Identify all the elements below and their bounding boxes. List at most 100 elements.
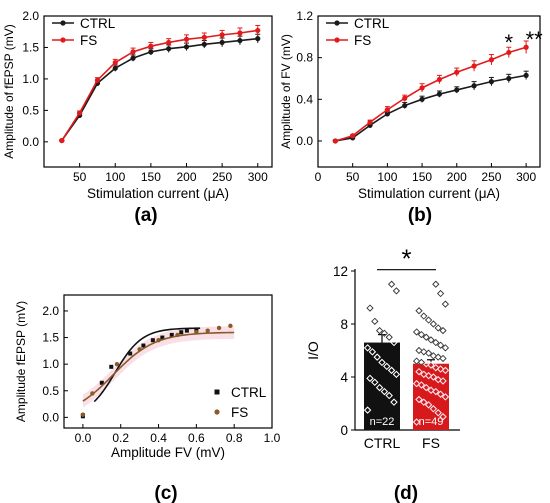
data-point-outline bbox=[368, 348, 377, 356]
data-point bbox=[99, 380, 104, 385]
x-tick-label: 300 bbox=[516, 170, 536, 184]
y-tick-label: 0.5 bbox=[22, 103, 39, 117]
data-point bbox=[166, 46, 172, 52]
fit-curve-ctrl bbox=[93, 327, 201, 403]
y-tick-label: 0.8 bbox=[296, 51, 313, 65]
data-point-outline bbox=[412, 357, 421, 365]
legend-marker bbox=[334, 20, 340, 26]
y-axis-label: Amplitude fEPSP (mV) bbox=[14, 301, 28, 422]
y-tick-label: 0.0 bbox=[296, 134, 313, 148]
x-tick-label: 0.6 bbox=[188, 431, 205, 445]
y-tick-label: 1.5 bbox=[42, 331, 59, 345]
data-point bbox=[419, 85, 425, 91]
data-point bbox=[432, 280, 440, 288]
data-point bbox=[367, 119, 373, 125]
data-point bbox=[255, 27, 261, 34]
series-line-ctrl bbox=[335, 74, 527, 142]
data-point-outline bbox=[429, 405, 438, 413]
data-point bbox=[488, 57, 495, 63]
legend-marker bbox=[60, 20, 66, 26]
significance-mark: * bbox=[401, 244, 411, 274]
x-tick-label: 1.0 bbox=[264, 431, 281, 445]
legend-label: FS bbox=[231, 405, 248, 420]
data-point bbox=[350, 133, 356, 139]
bar-count-label: n=22 bbox=[370, 416, 395, 428]
data-point-outline bbox=[363, 406, 372, 414]
x-axis-label: Stimulation current (μA) bbox=[87, 186, 229, 201]
data-point-outline bbox=[363, 344, 372, 352]
y-tick-label: 0.0 bbox=[42, 410, 59, 424]
data-point bbox=[454, 69, 460, 75]
data-point-outline bbox=[385, 391, 393, 400]
data-point bbox=[506, 49, 512, 56]
data-point bbox=[194, 330, 199, 335]
data-point bbox=[384, 111, 390, 117]
data-point-outline bbox=[392, 287, 401, 295]
data-point bbox=[332, 138, 338, 144]
data-point-outline bbox=[373, 353, 381, 361]
data-point bbox=[128, 351, 133, 356]
significance-mark: * bbox=[505, 30, 514, 55]
legend-marker bbox=[214, 389, 220, 395]
data-point bbox=[471, 63, 477, 69]
plot-frame bbox=[317, 15, 541, 168]
data-point bbox=[183, 36, 190, 42]
y-axis-label: I/O bbox=[305, 341, 321, 360]
data-point-outline bbox=[380, 387, 389, 396]
data-point-outline bbox=[432, 280, 440, 288]
x-tick-label: 150 bbox=[141, 170, 161, 184]
y-tick-label: 4 bbox=[340, 370, 348, 385]
data-point-outline bbox=[392, 370, 401, 378]
data-point bbox=[429, 320, 438, 328]
data-point bbox=[205, 328, 210, 333]
y-tick-label: 2.0 bbox=[42, 304, 59, 318]
x-tick-label: 0 bbox=[315, 170, 322, 184]
bar-count-label: n=49 bbox=[419, 416, 444, 428]
data-point-outline bbox=[412, 418, 421, 426]
x-tick-label: 100 bbox=[377, 170, 397, 184]
data-point-outline bbox=[375, 383, 384, 392]
data-point-outline bbox=[436, 341, 445, 349]
data-point bbox=[471, 83, 477, 89]
y-tick-label: 12 bbox=[333, 264, 348, 279]
y-tick-label: 0.4 bbox=[296, 92, 313, 106]
data-point-outline bbox=[371, 378, 379, 386]
data-point-outline bbox=[412, 328, 421, 336]
data-point-outline bbox=[378, 358, 386, 367]
panel-label-b: (b) bbox=[408, 205, 432, 226]
data-point bbox=[148, 49, 154, 55]
x-tick-label: 200 bbox=[176, 170, 196, 184]
data-point bbox=[141, 343, 146, 348]
data-point-outline bbox=[417, 330, 426, 339]
data-point-outline bbox=[422, 333, 430, 341]
data-point bbox=[112, 65, 118, 71]
x-tick-label: 150 bbox=[412, 170, 432, 184]
x-tick-label: 0.8 bbox=[226, 431, 243, 445]
data-point-outline bbox=[422, 383, 430, 392]
data-point bbox=[436, 289, 445, 298]
data-point bbox=[219, 39, 225, 46]
category-label: CTRL bbox=[364, 435, 401, 451]
data-point-outline bbox=[380, 329, 389, 337]
data-point bbox=[366, 304, 374, 312]
x-tick-label: 250 bbox=[481, 170, 501, 184]
data-point-outline bbox=[366, 304, 374, 312]
data-point-outline bbox=[441, 344, 450, 352]
data-point bbox=[402, 95, 408, 101]
x-tick-label: 50 bbox=[346, 170, 360, 184]
series-line-fs bbox=[335, 46, 527, 142]
data-point bbox=[175, 332, 180, 338]
data-point-outline bbox=[429, 320, 438, 328]
data-point-outline bbox=[412, 379, 421, 388]
bar-ctrl bbox=[364, 342, 400, 430]
data-point bbox=[80, 412, 86, 417]
x-axis-label: Stimulation current (μA) bbox=[358, 186, 500, 201]
data-point bbox=[90, 391, 95, 396]
data-point bbox=[441, 300, 450, 308]
legend-marker bbox=[214, 409, 220, 415]
data-point bbox=[384, 107, 390, 113]
plot-frame bbox=[63, 294, 273, 429]
data-point-outline bbox=[420, 398, 428, 406]
series-line-fs bbox=[61, 29, 258, 142]
data-point bbox=[169, 332, 174, 337]
